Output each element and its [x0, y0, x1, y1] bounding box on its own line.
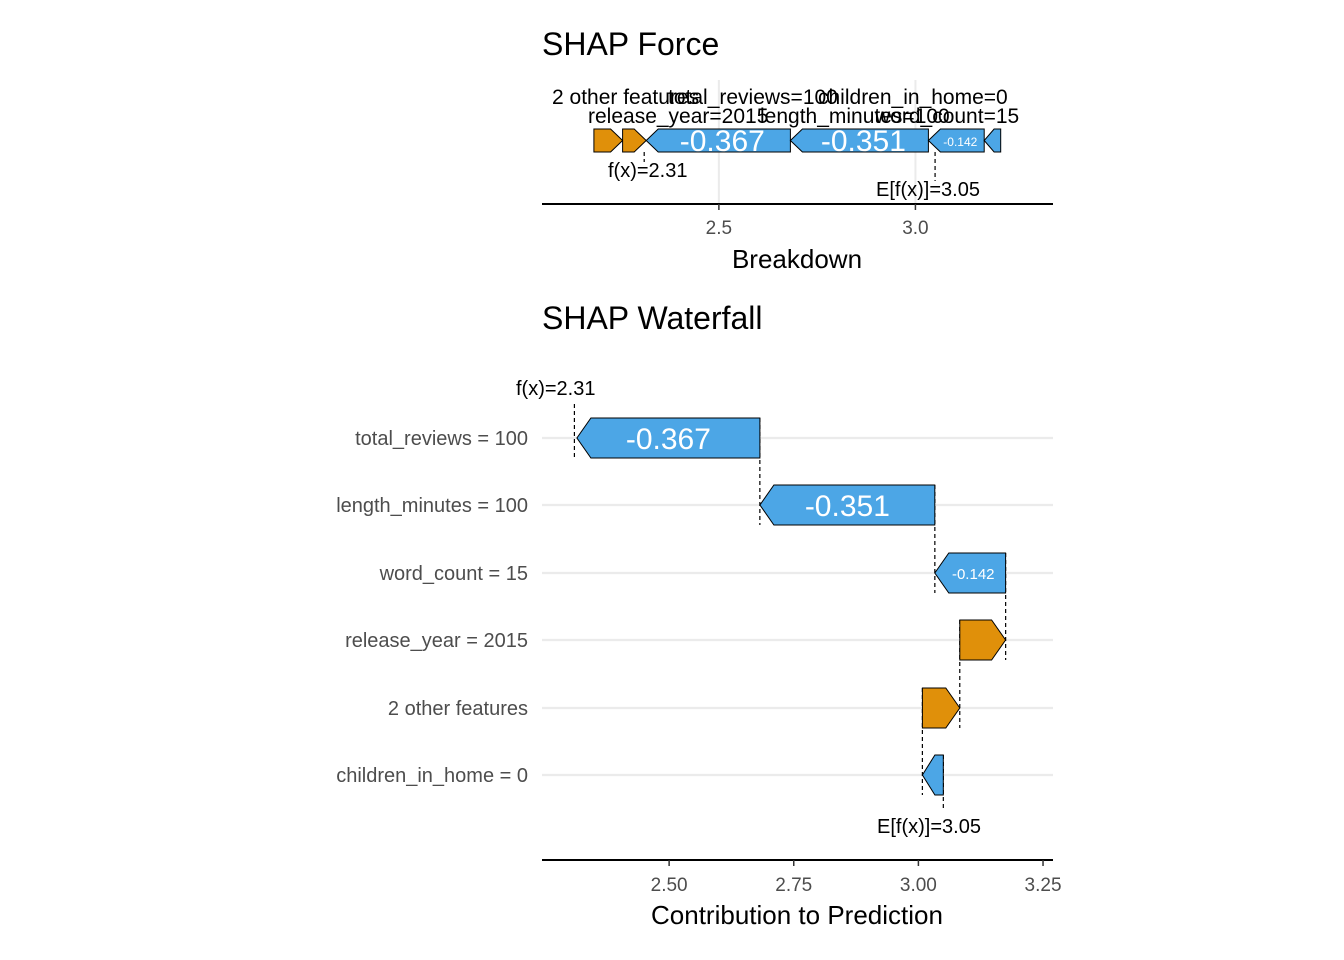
waterfall-tick-label: 3.25 [1025, 875, 1062, 896]
waterfall-bar-children-in-home-0 [921, 754, 944, 796]
force-tick-label: 2.5 [706, 218, 732, 239]
waterfall-bar-length-minutes-100 [759, 484, 936, 526]
waterfall-category-word-count-15: word_count = 15 [379, 563, 528, 585]
waterfall-bar-value-label: -0.367 [626, 423, 711, 456]
waterfall-fx-label: f(x)=2.31 [516, 378, 595, 400]
force-tick-label: 3.0 [902, 218, 928, 239]
waterfall-category-total-reviews-100: total_reviews = 100 [355, 428, 528, 450]
waterfall-bar-release-year-2015 [959, 619, 1007, 661]
force-feature-label-2-other-features: 2 other features [552, 86, 699, 109]
force-bar-value-label: -0.351 [821, 125, 906, 158]
waterfall-x-axis-title: Contribution to Prediction [651, 900, 943, 930]
force-feature-label-release-year-2015: release_year=2015 [588, 105, 768, 128]
waterfall-bar-total-reviews-100 [576, 417, 761, 459]
force-bar-release-year-2015 [622, 128, 647, 153]
force-bar-value-label: -0.367 [680, 125, 765, 158]
force-x-axis-title: Breakdown [732, 244, 862, 274]
force-efx-label: E[f(x)]=3.05 [876, 179, 980, 201]
waterfall-category-labels: total_reviews = 100 length_minutes = 100 w… [336, 428, 528, 787]
force-title: SHAP Force [542, 26, 719, 62]
force-bar-value-label: -0.142 [943, 135, 977, 149]
force-bar-2-other-features [593, 128, 624, 153]
waterfall-tick-label: 2.50 [651, 875, 688, 896]
force-guides [643, 152, 936, 181]
waterfall-tick-label: 3.00 [900, 875, 937, 896]
waterfall-bar-value-label: -0.351 [805, 490, 890, 523]
waterfall-connectors [573, 404, 1007, 808]
force-bar-total-reviews-100 [645, 128, 791, 153]
force-feature-label-children-in-home-0: children_in_home=0 [818, 86, 1008, 109]
force-feature-labels: 2 other featuresrelease_year=2015total_r… [552, 86, 1019, 128]
force-feature-label-length-minutes-100: length_minutes=100 [760, 105, 950, 128]
force-fx-label: f(x)=2.31 [608, 160, 687, 182]
force-feature-label-total-reviews-100: total_reviews=100 [668, 86, 838, 109]
waterfall-title: SHAP Waterfall [542, 300, 763, 336]
waterfall-category-release-year-2015: release_year = 2015 [345, 630, 528, 652]
waterfall-efx-label: E[f(x)]=3.05 [877, 816, 981, 838]
waterfall-category-2-other-features: 2 other features [388, 698, 528, 720]
waterfall-bar-value-label: -0.142 [952, 566, 995, 583]
waterfall-category-children-in-home-0: children_in_home = 0 [336, 765, 528, 787]
waterfall-bar-2-other-features [921, 687, 961, 729]
force-bar-children-in-home-0 [983, 128, 1002, 153]
force-bar-length-minutes-100 [789, 128, 929, 153]
waterfall-category-length-minutes-100: length_minutes = 100 [336, 495, 528, 517]
force-x-ticks: 2.5 3.0 [706, 204, 929, 239]
force-feature-label-word-count-15: word_count=15 [874, 105, 1019, 128]
waterfall-bars: -0.367 -0.351 -0.142 [576, 417, 1007, 796]
force-bars: -0.367 -0.351 -0.142 [593, 125, 1002, 158]
force-bar-word-count-15 [927, 128, 985, 153]
waterfall-x-ticks: 2.50 2.75 3.00 3.25 [651, 860, 1062, 896]
waterfall-bar-word-count-15 [934, 552, 1007, 594]
waterfall-tick-label: 2.75 [775, 875, 812, 896]
